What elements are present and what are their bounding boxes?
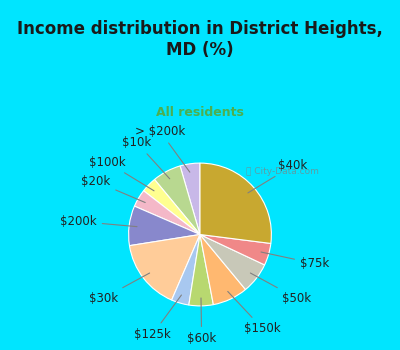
Text: $100k: $100k (89, 155, 154, 191)
Text: > $200k: > $200k (135, 125, 190, 172)
Wedge shape (134, 191, 200, 234)
Text: $20k: $20k (81, 175, 145, 203)
Text: $50k: $50k (250, 273, 311, 305)
Wedge shape (200, 234, 271, 265)
Wedge shape (200, 234, 246, 304)
Wedge shape (154, 166, 200, 235)
Text: $150k: $150k (228, 292, 281, 335)
Text: ⓘ City-Data.com: ⓘ City-Data.com (246, 167, 319, 176)
Text: $30k: $30k (89, 273, 150, 305)
Text: $75k: $75k (261, 252, 329, 270)
Text: Income distribution in District Heights,
MD (%): Income distribution in District Heights,… (17, 20, 383, 58)
Text: $200k: $200k (60, 215, 137, 228)
Wedge shape (200, 234, 265, 289)
Wedge shape (180, 163, 200, 235)
Wedge shape (172, 234, 200, 305)
Text: $10k: $10k (122, 136, 170, 179)
Text: $125k: $125k (134, 295, 182, 341)
Text: $60k: $60k (187, 298, 216, 345)
Wedge shape (130, 234, 200, 300)
Wedge shape (144, 180, 200, 235)
Text: $40k: $40k (248, 159, 307, 193)
Wedge shape (200, 163, 271, 244)
Text: All residents: All residents (156, 105, 244, 119)
Wedge shape (189, 234, 213, 306)
Wedge shape (129, 206, 200, 246)
